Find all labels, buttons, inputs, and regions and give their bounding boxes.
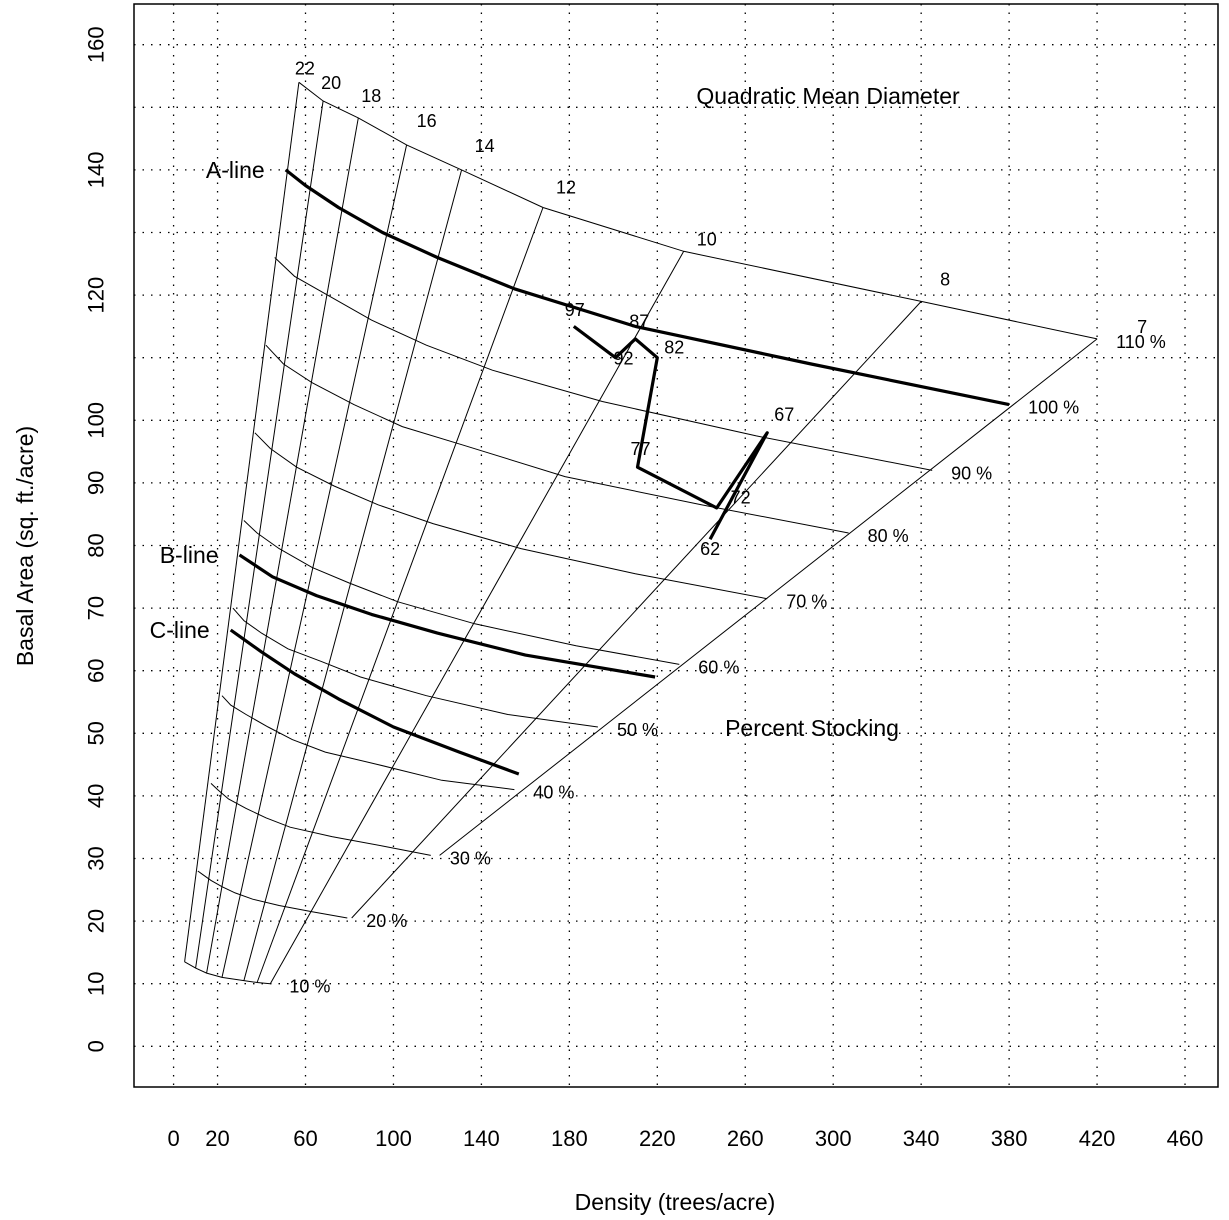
x-axis-title: Density (trees/acre) — [575, 1189, 776, 1215]
diameter-label-12: 12 — [556, 177, 576, 197]
y-tick-label: 120 — [83, 277, 108, 314]
stocking-label-10: 10 % — [289, 977, 330, 997]
c-line — [229, 628, 520, 776]
x-tick-label: 460 — [1167, 1126, 1204, 1151]
diameter-label-7: 7 — [1137, 317, 1147, 337]
stocking-label-40: 40 % — [533, 783, 574, 803]
x-tick-label: 420 — [1079, 1126, 1116, 1151]
stocking-curve-100 — [285, 169, 1010, 406]
x-tick-label: 180 — [551, 1126, 588, 1151]
y-tick-label: 50 — [84, 721, 109, 745]
x-tick-label: 340 — [903, 1126, 940, 1151]
x-tick-label: 220 — [639, 1126, 676, 1151]
diameter-line-22 — [184, 82, 300, 962]
trajectory-year-92: 92 — [614, 348, 634, 368]
gridlines — [134, 4, 1218, 1087]
stocking-curve-110 — [298, 81, 1098, 340]
stocking-curve-70 — [254, 432, 768, 600]
x-tick-label: 140 — [463, 1126, 500, 1151]
stocking-curve-90 — [274, 257, 933, 471]
stocking-label-50: 50 % — [617, 720, 658, 740]
stocking-curve-60 — [243, 520, 680, 665]
diameter-line-14 — [243, 169, 463, 981]
x-tick-labels: 0 20 60 100 140 180 220 260 300 340 380 420 460 — [167, 1126, 1203, 1151]
diameter-label-14: 14 — [475, 136, 495, 156]
stand-trajectory — [572, 325, 769, 540]
management-lines — [229, 168, 1010, 776]
stocking-label-20: 20 % — [366, 911, 407, 931]
diameter-label-8: 8 — [940, 269, 950, 289]
x-tick-label: 0 — [167, 1126, 179, 1151]
trajectory-year-62: 62 — [700, 539, 720, 559]
stocking-label-100: 100 % — [1028, 398, 1079, 418]
b-line-label: B-line — [160, 542, 219, 568]
c-line-label: C-line — [150, 617, 210, 643]
diameter-line-12 — [256, 207, 544, 983]
stocking-label-30: 30 % — [450, 848, 491, 868]
diameter-label-18: 18 — [361, 86, 381, 106]
a-line — [284, 168, 1010, 407]
diameter-label-16: 16 — [417, 111, 437, 131]
x-tick-label: 60 — [293, 1126, 317, 1151]
stocking-curve-30 — [210, 783, 431, 856]
stocking-label-70: 70 % — [786, 592, 827, 612]
stocking-guide-lines — [184, 81, 1098, 985]
y-tick-label: 90 — [83, 471, 108, 495]
stocking-label-90: 90 % — [951, 463, 992, 483]
trajectory-year-82: 82 — [664, 337, 684, 357]
diameter-title: Quadratic Mean Diameter — [696, 83, 960, 109]
diameter-label-22: 22 — [295, 58, 315, 78]
x-tick-label: 380 — [991, 1126, 1028, 1151]
stocking-curve-10 — [184, 961, 271, 985]
y-tick-label: 30 — [84, 846, 109, 870]
y-tick-label: 60 — [84, 658, 109, 682]
y-tick-label: 0 — [84, 1040, 109, 1052]
y-tick-label: 10 — [84, 971, 109, 995]
stocking-curve-80 — [265, 344, 849, 534]
x-tick-label: 260 — [727, 1126, 764, 1151]
stocking-curve-20 — [197, 870, 348, 919]
trajectory-year-97: 97 — [565, 300, 585, 320]
y-tick-labels: 0 10 20 30 40 50 60 70 80 90 100 120 140 160 — [83, 26, 108, 1052]
y-tick-label: 80 — [84, 533, 109, 557]
stocking-title: Percent Stocking — [725, 715, 899, 741]
x-tick-label: 300 — [815, 1126, 852, 1151]
y-tick-label: 100 — [83, 402, 108, 439]
stocking-curve-40 — [221, 695, 515, 791]
plot-frame — [133, 3, 1219, 1088]
y-tick-label: 160 — [83, 26, 108, 63]
diameter-label-10: 10 — [697, 229, 717, 249]
diameter-line-10 — [269, 251, 685, 984]
x-tick-label: 20 — [205, 1126, 229, 1151]
x-tick-label: 100 — [375, 1126, 412, 1151]
stocking-label-80: 80 % — [868, 526, 909, 546]
stocking-curve-50 — [232, 607, 598, 728]
diameter-label-20: 20 — [321, 73, 341, 93]
trajectory-year-77: 77 — [631, 439, 651, 459]
diameter-line-7 — [439, 338, 1098, 856]
trajectory-year-87: 87 — [629, 312, 649, 332]
y-tick-label: 140 — [83, 152, 108, 189]
diameter-line-18 — [206, 117, 359, 974]
trajectory-year-67: 67 — [774, 405, 794, 425]
a-line-label: A-line — [206, 157, 265, 183]
diameter-line-16 — [221, 144, 408, 978]
y-tick-label: 20 — [84, 909, 109, 933]
stocking-label-110: 110 % — [1116, 332, 1166, 352]
y-axis-title: Basal Area (sq. ft./acre) — [12, 426, 38, 666]
y-tick-label: 70 — [84, 596, 109, 620]
diameter-line-8 — [351, 301, 922, 919]
b-line — [238, 553, 656, 679]
trajectory-year-72: 72 — [731, 488, 751, 508]
y-tick-label: 40 — [84, 784, 109, 808]
stocking-label-60: 60 % — [698, 657, 739, 677]
